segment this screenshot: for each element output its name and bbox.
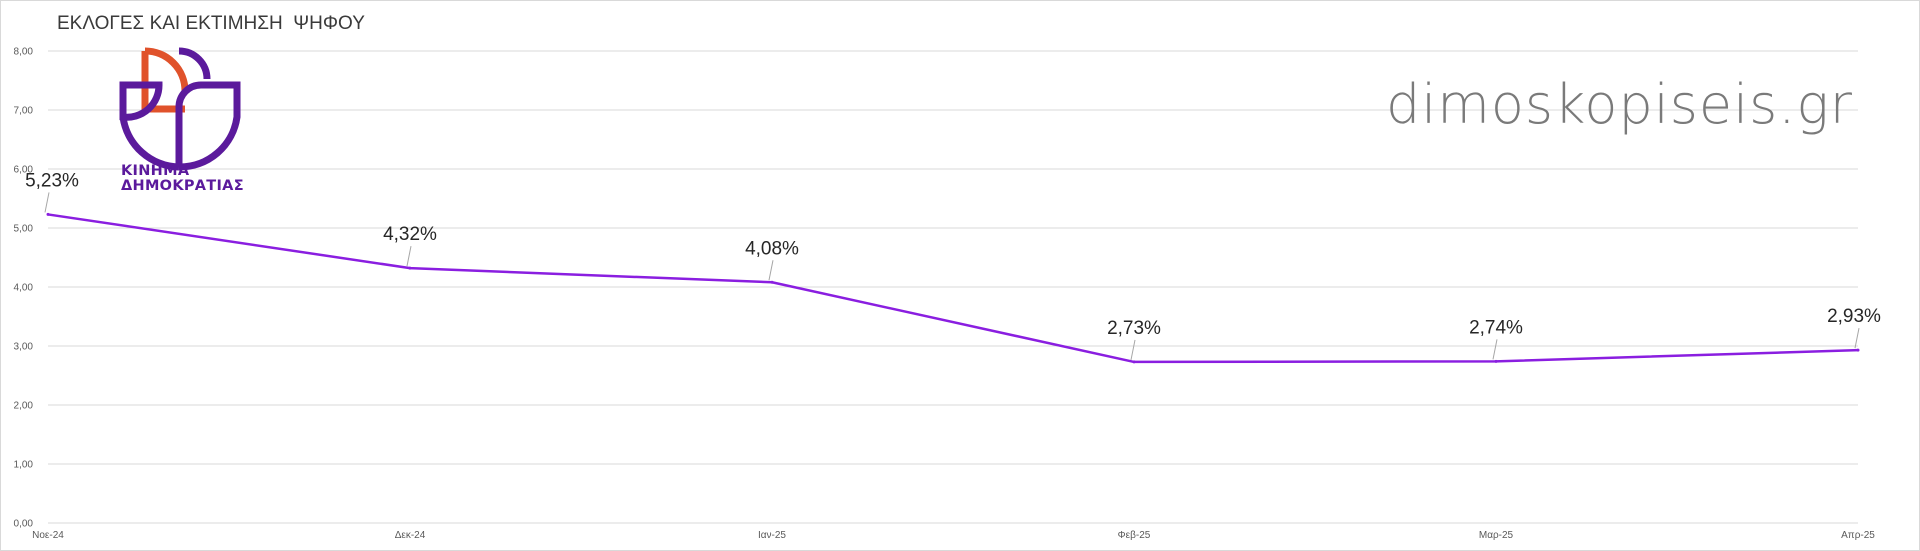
data-point — [1132, 360, 1136, 364]
y-tick-label: 7,00 — [14, 106, 34, 117]
data-label-leader — [1492, 339, 1498, 360]
data-label: 2,93% — [1827, 306, 1881, 327]
y-tick-label: 5,00 — [14, 224, 34, 235]
y-tick-label: 1,00 — [14, 460, 34, 471]
data-point — [770, 280, 774, 284]
gridlines — [48, 50, 1858, 524]
x-tick-label: Φεβ-25 — [1118, 530, 1151, 541]
data-label: 2,74% — [1469, 317, 1523, 338]
series-line-path — [47, 213, 1859, 364]
party-name-line2: ΔΗΜΟΚΡΑΤΙΑΣ — [121, 178, 244, 194]
data-point — [1494, 359, 1498, 363]
data-point — [408, 266, 412, 270]
data-label-leader — [44, 192, 50, 213]
data-label: 2,73% — [1107, 318, 1161, 339]
series-line — [46, 212, 1860, 364]
data-label-leader — [768, 260, 774, 281]
y-tick-label: 3,00 — [14, 342, 34, 353]
data-label-leader — [1854, 328, 1860, 349]
data-labels: 5,23% 4,32% 4,08% 2,73% 2,74% 2,93% — [25, 170, 1881, 361]
x-axis-ticks: Νοε-24 Δεκ-24 Ιαν-25 Φεβ-25 Μαρ-25 Απρ-25 — [32, 530, 1875, 541]
y-tick-label: 0,00 — [14, 519, 34, 530]
y-tick-label: 8,00 — [14, 47, 34, 58]
x-tick-label: Νοε-24 — [32, 530, 64, 541]
data-label-leader — [1130, 339, 1136, 361]
party-name-line1: ΚΙΝΗΜΑ — [121, 163, 190, 179]
chart-title: ΕΚΛΟΓΕΣ ΚΑΙ ΕΚΤΙΜΗΣΗ ΨΗΦΟΥ — [57, 13, 365, 34]
party-name: ΚΙΝΗΜΑ ΔΗΜΟΚΡΑΤΙΑΣ — [121, 164, 244, 194]
data-label: 4,32% — [383, 224, 437, 245]
x-tick-label: Μαρ-25 — [1479, 530, 1514, 541]
x-tick-label: Δεκ-24 — [395, 530, 426, 541]
kinima-dimokratias-logo-icon — [119, 47, 241, 171]
y-axis-ticks: 0,00 1,00 2,00 3,00 4,00 5,00 6,00 7,00 8,00 — [14, 47, 34, 530]
y-tick-label: 4,00 — [14, 283, 34, 294]
watermark: dimoskopiseis.gr — [1386, 73, 1853, 136]
x-tick-label: Ιαν-25 — [758, 530, 786, 541]
data-label: 4,08% — [745, 238, 799, 259]
data-label: 5,23% — [25, 170, 79, 191]
y-tick-label: 2,00 — [14, 401, 34, 412]
data-label-leader — [406, 246, 412, 267]
x-tick-label: Απρ-25 — [1841, 530, 1875, 541]
data-point — [46, 212, 50, 216]
data-point — [1856, 348, 1860, 352]
y-tick-label: 6,00 — [14, 165, 34, 176]
